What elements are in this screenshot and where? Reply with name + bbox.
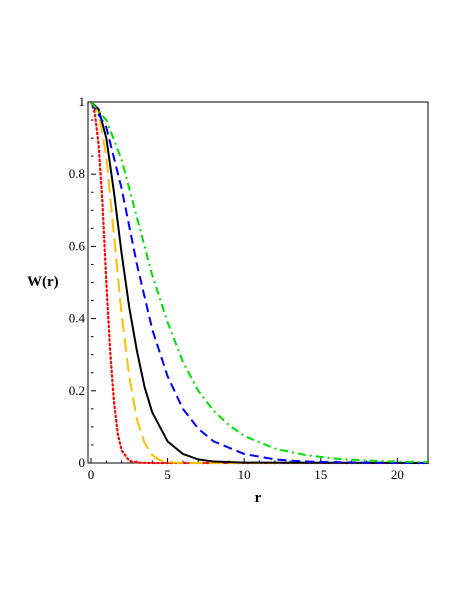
tick-labels: 0 5 10 15 20 0 0.2 0.4 0.6 0.8 1	[69, 94, 404, 482]
x-tick-label: 15	[314, 467, 327, 482]
y-tick-label: 0.6	[69, 238, 86, 253]
x-tick-label: 10	[238, 467, 251, 482]
series-line-4	[90, 101, 429, 464]
y-tick-label: 0.8	[69, 166, 85, 181]
series-line-2	[90, 101, 428, 464]
y-tick-label: 0.4	[69, 311, 86, 326]
series-line-1	[89, 100, 430, 465]
series-group	[89, 100, 430, 465]
y-axis-title: W(r)	[27, 274, 59, 290]
series-line-3	[90, 101, 429, 464]
series-line-5	[90, 101, 429, 464]
x-tick-label: 0	[88, 467, 95, 482]
plot-frame	[87, 101, 429, 464]
x-tick-label: 5	[164, 467, 171, 482]
x-axis-title: r	[255, 490, 262, 506]
y-tick-label: 0.2	[69, 383, 85, 398]
y-tick-label: 1	[79, 94, 86, 109]
y-tick-label: 0	[79, 455, 86, 470]
x-tick-label: 20	[391, 467, 404, 482]
